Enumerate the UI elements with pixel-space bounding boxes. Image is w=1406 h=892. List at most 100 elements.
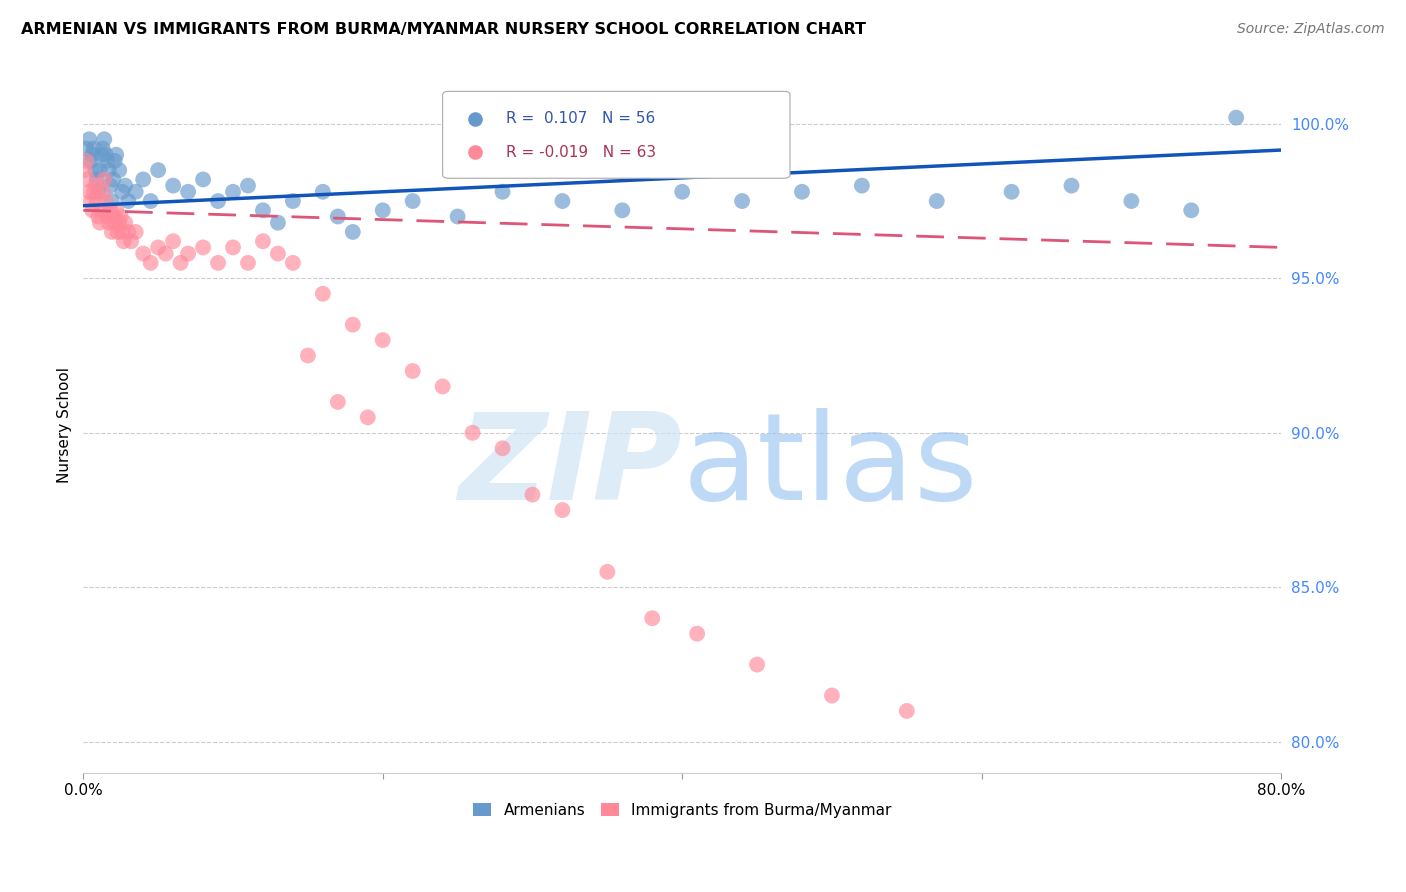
Point: [1225, 111, 1247, 125]
Point: [77, 132, 100, 146]
Point: [91, 185, 114, 199]
Point: [82, 203, 104, 218]
Point: [162, 178, 184, 193]
Point: [551, 503, 574, 517]
Point: [252, 203, 274, 218]
Point: [177, 246, 200, 260]
Point: [162, 234, 184, 248]
Point: [93, 172, 115, 186]
Point: [522, 488, 544, 502]
Point: [402, 364, 425, 378]
Point: [222, 185, 245, 199]
Point: [146, 240, 169, 254]
Point: [83, 141, 105, 155]
Point: [155, 246, 177, 260]
Point: [125, 225, 148, 239]
Point: [342, 225, 364, 239]
Point: [252, 234, 274, 248]
Point: [96, 153, 118, 168]
Point: [1060, 178, 1083, 193]
Point: [402, 194, 425, 208]
Point: [371, 333, 394, 347]
Point: [745, 657, 768, 672]
Point: [896, 704, 918, 718]
Point: [77, 185, 100, 199]
Point: [105, 147, 128, 161]
Point: [114, 216, 136, 230]
Point: [93, 132, 115, 146]
Point: [83, 185, 105, 199]
Point: [108, 216, 131, 230]
Point: [108, 163, 131, 178]
Point: [222, 240, 245, 254]
Point: [100, 225, 122, 239]
Point: [326, 210, 349, 224]
Point: [139, 194, 162, 208]
Point: [491, 185, 513, 199]
Point: [281, 194, 304, 208]
FancyBboxPatch shape: [443, 91, 790, 178]
Point: [191, 172, 214, 186]
Point: [111, 225, 134, 239]
Point: [1000, 185, 1022, 199]
Point: [236, 178, 259, 193]
Text: R =  0.107   N = 56: R = 0.107 N = 56: [506, 112, 655, 127]
Point: [312, 286, 335, 301]
Point: [98, 178, 121, 193]
Point: [125, 185, 148, 199]
Point: [207, 194, 229, 208]
Point: [236, 256, 259, 270]
Point: [110, 210, 132, 224]
Point: [80, 194, 103, 208]
Point: [90, 147, 112, 161]
Point: [925, 194, 948, 208]
Point: [100, 194, 122, 208]
Point: [551, 194, 574, 208]
Point: [89, 216, 111, 230]
Point: [446, 210, 468, 224]
Point: [84, 178, 107, 193]
Text: ARMENIAN VS IMMIGRANTS FROM BURMA/MYANMAR NURSERY SCHOOL CORRELATION CHART: ARMENIAN VS IMMIGRANTS FROM BURMA/MYANMA…: [21, 22, 866, 37]
Point: [89, 163, 111, 178]
Point: [267, 216, 290, 230]
Point: [114, 178, 136, 193]
Point: [80, 153, 103, 168]
Point: [357, 410, 380, 425]
Point: [641, 611, 664, 625]
Point: [111, 185, 134, 199]
Point: [686, 626, 709, 640]
Point: [117, 194, 139, 208]
Point: [84, 163, 107, 178]
Point: [596, 565, 619, 579]
Point: [461, 425, 484, 440]
Point: [82, 147, 104, 161]
Point: [120, 234, 142, 248]
Text: Source: ZipAtlas.com: Source: ZipAtlas.com: [1237, 22, 1385, 37]
Point: [97, 216, 120, 230]
Point: [91, 141, 114, 155]
Point: [97, 163, 120, 178]
Point: [267, 246, 290, 260]
Point: [790, 185, 813, 199]
Point: [297, 349, 319, 363]
Point: [105, 203, 128, 218]
Point: [94, 147, 117, 161]
Text: ZIP: ZIP: [458, 409, 682, 525]
Point: [326, 395, 349, 409]
Point: [90, 203, 112, 218]
Point: [671, 185, 693, 199]
Point: [371, 203, 394, 218]
Point: [132, 246, 155, 260]
Point: [191, 240, 214, 254]
Point: [139, 256, 162, 270]
Point: [75, 153, 97, 168]
Point: [104, 153, 127, 168]
Point: [112, 234, 135, 248]
Point: [312, 185, 335, 199]
Point: [169, 256, 191, 270]
Point: [821, 689, 844, 703]
Point: [96, 210, 118, 224]
Point: [281, 256, 304, 270]
Point: [117, 225, 139, 239]
Point: [98, 203, 121, 218]
